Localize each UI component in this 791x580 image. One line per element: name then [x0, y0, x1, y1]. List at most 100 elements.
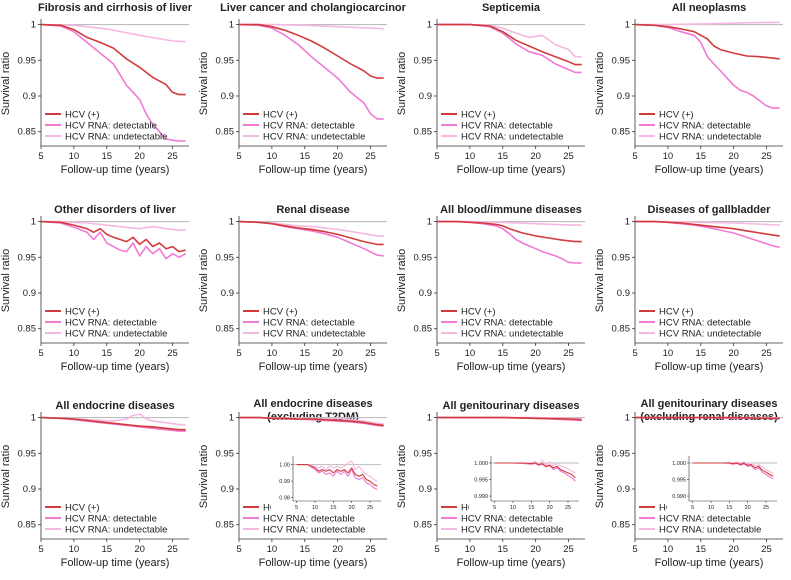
x-axis-label: Follow-up time (years) — [259, 361, 368, 373]
panel-title: All genitourinary diseases — [641, 398, 778, 410]
y-axis-label: Survival ratio — [198, 445, 210, 509]
y-tick-label: 1 — [625, 217, 630, 228]
panel: Renal disease 5 10 15 20 25 0.85 0.9 0.95 1 Follow… — [198, 204, 387, 373]
inset-x-tick-label: 25 — [763, 505, 769, 511]
x-axis-label: Follow-up time (years) — [457, 361, 566, 373]
panel-title: Septicemia — [482, 2, 541, 14]
y-axis-label: Survival ratio — [594, 249, 606, 313]
x-tick-label: 25 — [761, 544, 772, 555]
legend-label: HCV RNA: detectable — [263, 318, 355, 329]
x-tick-label: 15 — [299, 348, 310, 359]
x-tick-label: 5 — [434, 151, 439, 162]
y-tick-label: 0.9 — [221, 91, 234, 102]
series-line-hcv-positive — [635, 25, 780, 59]
y-tick-label: 0.95 — [216, 252, 235, 263]
x-tick-label: 5 — [434, 544, 439, 555]
x-tick-label: 15 — [299, 544, 310, 555]
panel-title: All endocrine diseases — [55, 400, 174, 412]
panel: All endocrine diseases(excluding T2DM)5 1… — [198, 398, 387, 569]
y-tick-label: 0.85 — [612, 127, 631, 138]
panel: All genitourinary diseases(excluding ren… — [594, 398, 783, 569]
inset-x-tick-label: 10 — [510, 505, 516, 511]
panel: All blood/immune diseases 5 10 15 20 25 0.85 0.… — [396, 204, 585, 373]
y-tick-label: 0.95 — [216, 448, 235, 459]
x-tick-label: 5 — [236, 151, 241, 162]
series-line-rna-undetectable — [437, 25, 582, 57]
x-tick-label: 15 — [101, 151, 112, 162]
y-tick-label: 1 — [625, 413, 630, 424]
legend-label: HCV RNA: detectable — [659, 121, 751, 132]
legend-label: HCV (+) — [263, 110, 298, 121]
y-axis-label: Survival ratio — [396, 445, 408, 509]
panel-title: Renal disease — [276, 204, 349, 216]
legend-label: HCV (+) — [65, 110, 100, 121]
x-tick-label: 5 — [632, 151, 637, 162]
y-tick-label: 0.9 — [617, 288, 630, 299]
inset-x-tick-label: 20 — [745, 505, 751, 511]
legend-label: HCV RNA: detectable — [659, 318, 751, 329]
panel: Diseases of gallbladder5 10 15 20 250.850.90… — [594, 204, 783, 373]
x-tick-label: 10 — [663, 151, 674, 162]
inset-x-tick-label: 15 — [726, 505, 732, 511]
inset-y-tick-label: 0.995 — [474, 478, 488, 484]
x-tick-label: 20 — [728, 151, 739, 162]
y-tick-label: 0.9 — [23, 288, 36, 299]
inset-y-tick-label: 1.000 — [672, 461, 686, 467]
inset-y-tick-label: 0.990 — [672, 494, 686, 500]
inset-x-tick-label: 5 — [691, 505, 694, 511]
inset-x-tick-label: 5 — [493, 505, 496, 511]
x-tick-label: 5 — [38, 544, 43, 555]
x-axis-label: Follow-up time (years) — [61, 164, 170, 176]
panel: All endocrine diseases5 10 15 20 250.850.90.… — [0, 400, 189, 569]
y-tick-label: 0.9 — [419, 91, 432, 102]
x-tick-label: 10 — [267, 151, 278, 162]
x-tick-label: 5 — [434, 348, 439, 359]
x-tick-label: 25 — [761, 151, 772, 162]
legend-label: HCV RNA: undetectable — [263, 329, 365, 340]
y-tick-label: 1 — [229, 20, 234, 31]
inset-y-tick-label: 0.98 — [279, 496, 290, 502]
y-tick-label: 1 — [31, 20, 36, 31]
y-axis-label: Survival ratio — [396, 249, 408, 313]
y-axis-label: Survival ratio — [0, 445, 12, 509]
x-tick-label: 10 — [465, 348, 476, 359]
y-tick-label: 1 — [427, 20, 432, 31]
panel: All neoplasms5 10 15 20 250.850.90.951Follow… — [594, 2, 783, 176]
y-tick-label: 1 — [31, 217, 36, 228]
panel-title: Diseases of gallbladder — [648, 204, 772, 216]
y-tick-label: 0.85 — [612, 324, 631, 335]
series-line-hcv-positive — [239, 25, 384, 79]
legend-label: HCV (+) — [659, 110, 694, 121]
inset-chart: 5 10 15 20 251.000.990.98 — [271, 454, 385, 513]
x-tick-label: 15 — [497, 348, 508, 359]
inset-y-tick-label: 1.000 — [474, 461, 488, 467]
panel-title: All genitourinary diseases — [443, 400, 580, 412]
x-tick-label: 20 — [332, 544, 343, 555]
y-tick-label: 0.95 — [18, 252, 37, 263]
inset-x-tick-label: 20 — [349, 505, 355, 511]
y-tick-label: 0.95 — [18, 55, 37, 66]
legend-label: HCV RNA: undetectable — [659, 132, 761, 143]
legend-label: HCV (+) — [65, 503, 100, 514]
x-tick-label: 20 — [728, 348, 739, 359]
x-tick-label: 20 — [728, 544, 739, 555]
x-tick-label: 10 — [267, 348, 278, 359]
panel: Other disorders of liver5 10 15 20 250.850.9… — [0, 204, 189, 373]
x-tick-label: 15 — [101, 348, 112, 359]
legend-label: HCV RNA: undetectable — [65, 329, 167, 340]
x-tick-label: 25 — [167, 151, 178, 162]
y-tick-label: 1 — [427, 413, 432, 424]
legend-label: HCV RNA: detectable — [65, 514, 157, 525]
x-tick-label: 25 — [167, 544, 178, 555]
y-tick-label: 0.95 — [414, 252, 433, 263]
x-tick-label: 10 — [69, 151, 80, 162]
inset-chart: 5 10 15 20 251.0000.9950.990 — [469, 454, 583, 513]
inset-y-tick-label: 1.00 — [279, 463, 290, 469]
x-tick-label: 25 — [365, 348, 376, 359]
x-tick-label: 20 — [530, 544, 541, 555]
x-tick-label: 5 — [38, 151, 43, 162]
x-tick-label: 5 — [38, 348, 43, 359]
x-tick-label: 25 — [365, 151, 376, 162]
y-tick-label: 0.85 — [216, 324, 235, 335]
x-tick-label: 25 — [761, 348, 772, 359]
